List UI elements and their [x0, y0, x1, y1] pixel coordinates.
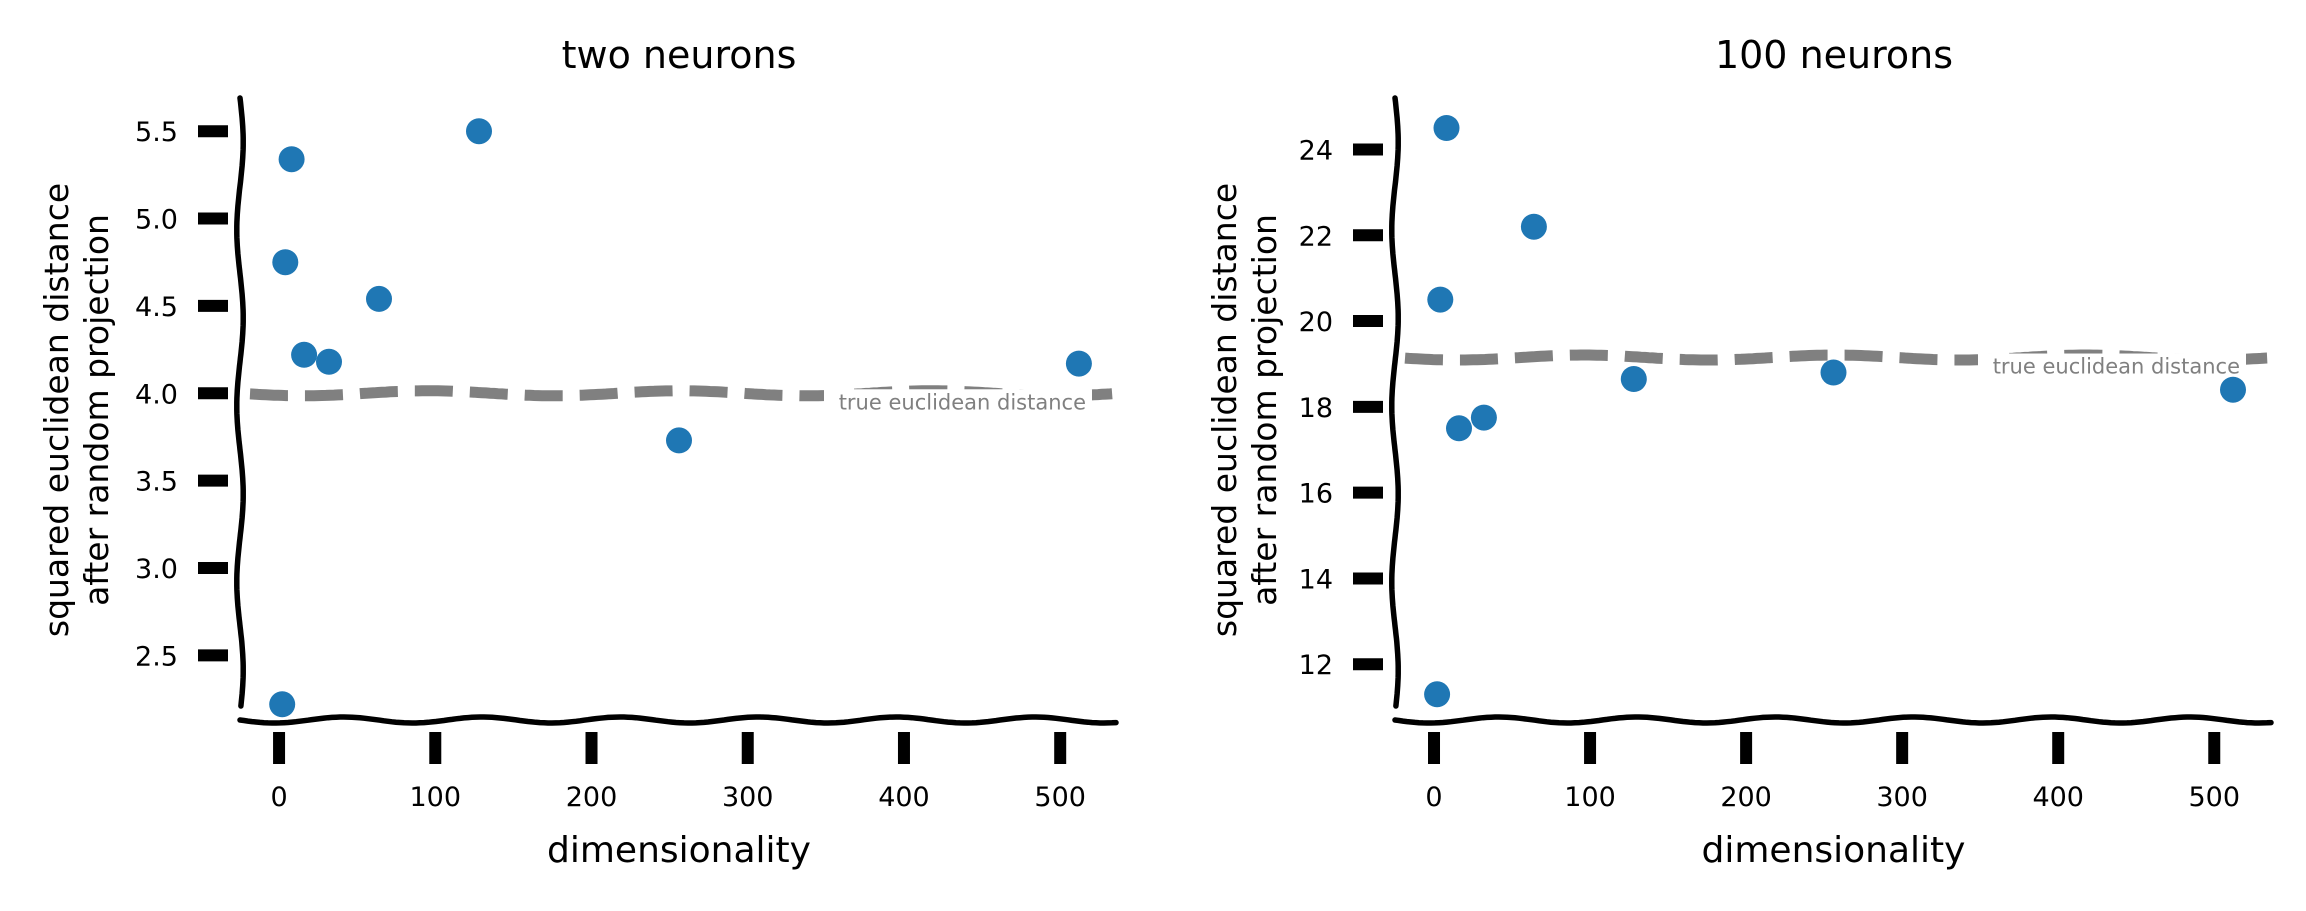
- x-tick-label: 100: [410, 782, 462, 813]
- reference-label-background: [1978, 353, 2246, 380]
- data-point: [1446, 415, 1472, 442]
- y-tick-label: 16: [1299, 479, 1333, 510]
- data-point: [1620, 366, 1647, 392]
- x-axis-spine: [1392, 714, 2274, 726]
- y-axis-label-line-1: squared euclidean distance: [1205, 183, 1244, 637]
- x-tick-label: 200: [566, 782, 618, 813]
- y-axis-spine: [1389, 95, 1401, 709]
- chart-title: 100 neurons: [1715, 33, 1953, 77]
- y-tick-label: 5.5: [135, 117, 178, 148]
- data-point: [366, 285, 392, 312]
- y-axis-label-line-2: after random projection: [1245, 214, 1284, 606]
- data-point: [1470, 404, 1497, 431]
- x-tick-label: 300: [722, 782, 774, 813]
- data-point: [666, 427, 692, 454]
- x-axis-label: dimensionality: [1702, 830, 1966, 871]
- y-axis-label-line-1: squared euclidean distance: [37, 183, 76, 637]
- data-point: [291, 341, 318, 368]
- x-tick-label: 200: [1720, 782, 1772, 813]
- data-point: [466, 118, 492, 145]
- y-tick-label: 4.0: [135, 379, 178, 410]
- y-tick-label: 3.5: [135, 467, 178, 498]
- y-tick-label: 18: [1299, 393, 1333, 424]
- x-tick-label: 100: [1564, 782, 1616, 813]
- chart-title: two neurons: [562, 33, 797, 77]
- x-axis-spine: [237, 714, 1119, 726]
- data-point: [1065, 350, 1092, 377]
- data-point: [1427, 286, 1454, 313]
- chart-panel-0: two neurons squared euclidean distance aft…: [37, 33, 1119, 871]
- x-tick-label: 400: [878, 782, 930, 813]
- x-tick-label: 0: [1425, 782, 1442, 813]
- y-tick-label: 3.0: [135, 554, 178, 585]
- data-point: [1520, 213, 1547, 240]
- x-tick-label: 500: [1034, 782, 1086, 813]
- y-tick-label: 22: [1299, 221, 1333, 252]
- data-point: [1433, 115, 1460, 141]
- data-point: [269, 691, 296, 718]
- y-axis-label-line-2: after random projection: [77, 214, 116, 606]
- y-tick-label: 24: [1299, 135, 1333, 166]
- y-tick-label: 4.5: [135, 292, 178, 323]
- x-tick-label: 300: [1876, 782, 1928, 813]
- y-tick-label: 2.5: [135, 641, 178, 672]
- reference-line-label: true euclidean distance: [1993, 355, 2240, 379]
- data-point: [272, 249, 299, 276]
- y-tick-label: 14: [1299, 564, 1333, 595]
- x-tick-label: 500: [2188, 782, 2240, 813]
- x-tick-label: 400: [2032, 782, 2084, 813]
- chart-panel-1: 100 neurons squared euclidean distance aft…: [1205, 33, 2274, 871]
- data-point: [1820, 359, 1847, 386]
- data-point: [2220, 376, 2246, 403]
- y-tick-label: 5.0: [135, 205, 178, 236]
- y-axis-spine: [234, 95, 246, 709]
- reference-line-label: true euclidean distance: [839, 390, 1086, 414]
- y-tick-label: 12: [1299, 650, 1333, 681]
- data-point: [1424, 681, 1451, 708]
- y-tick-label: 20: [1299, 307, 1333, 338]
- x-axis-label: dimensionality: [547, 830, 811, 871]
- data-point: [278, 146, 305, 173]
- data-point: [316, 348, 342, 375]
- x-tick-label: 0: [270, 782, 287, 813]
- reference-label-background: [824, 389, 1092, 416]
